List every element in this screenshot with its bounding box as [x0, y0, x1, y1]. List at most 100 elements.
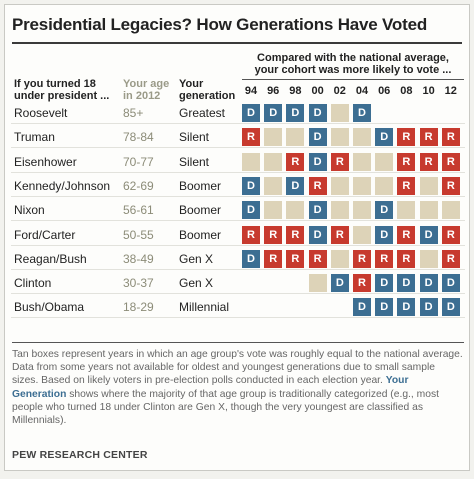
footnote-text-after: shows where the majority of that age gro…: [12, 388, 439, 427]
president-column-header: If you turned 18 under president ...: [14, 78, 109, 102]
vote-cell-96: [264, 128, 283, 147]
table-row: Eisenhower 70-77 Silent R D R R R R: [5, 151, 471, 173]
row-divider: [11, 147, 465, 149]
president-name: Roosevelt: [14, 106, 68, 120]
row-divider: [11, 171, 465, 173]
chart-frame: Presidential Legacies? How Generations H…: [4, 4, 470, 471]
president-name: Bush/Obama: [14, 300, 85, 315]
vote-cell-94: D: [242, 249, 260, 268]
age-range: 70-77: [123, 154, 154, 169]
vote-cell-94: R: [242, 128, 260, 147]
vote-cell-10: D: [419, 225, 438, 244]
age-range: 38-49: [123, 251, 154, 266]
row-divider: [11, 317, 465, 319]
table-row: Nixon 56-61 Boomer D D D: [5, 199, 471, 222]
generation-name: Silent: [179, 154, 210, 169]
vote-cell-94: D: [242, 104, 260, 122]
vote-cell-96: [264, 201, 283, 220]
vote-cell-02: [330, 249, 349, 268]
year-label-96: 96: [267, 85, 280, 97]
vote-cell-02: R: [330, 225, 349, 244]
year-label-98: 98: [289, 85, 302, 97]
vote-cell-10: [419, 201, 438, 220]
age-range: 85+: [123, 106, 144, 120]
year-label-04: 04: [355, 85, 369, 97]
footnote-text-before: Tan boxes represent years in which an ag…: [12, 349, 463, 387]
year-label-94: 94: [244, 85, 258, 97]
generation-name: Gen X: [179, 251, 214, 266]
vote-cell-08: R: [397, 249, 416, 268]
vote-cell-96: R: [264, 225, 283, 244]
vote-cell-00: D: [308, 201, 327, 220]
vote-cell-08: [397, 201, 416, 220]
vote-cell-98: D: [286, 104, 305, 122]
vote-cell-06: [375, 152, 394, 171]
vote-cell-04: [353, 201, 371, 220]
vote-cell-06: [375, 176, 394, 195]
vote-cell-04: R: [353, 249, 371, 268]
president-name: Truman: [14, 130, 55, 145]
generation-header-line2: generation: [179, 90, 236, 102]
president-name: Clinton: [14, 276, 52, 291]
row-divider: [11, 244, 465, 246]
age-range: 50-55: [123, 227, 154, 242]
vote-cell-12: D: [441, 274, 460, 293]
row-divider: [11, 268, 465, 270]
vote-cell-08: R: [397, 176, 416, 195]
year-label-12: 12: [444, 85, 457, 97]
compared-line1: Compared with the national average,: [257, 52, 449, 64]
age-range: 56-61: [123, 203, 154, 218]
generation-name: Boomer: [179, 178, 222, 193]
vote-cell-98: R: [286, 249, 305, 268]
compared-rule: [242, 79, 464, 80]
vote-cell-04: R: [353, 274, 371, 293]
vote-cell-06: D: [375, 201, 394, 220]
vote-cell-00: [308, 274, 327, 293]
vote-cell-00: R: [308, 249, 327, 268]
table-row: Roosevelt 85+ Greatest D D D D D: [5, 102, 471, 124]
vote-cell-12: R: [441, 152, 460, 171]
age-range: 30-37: [123, 276, 154, 291]
vote-cell-10: D: [419, 274, 438, 293]
vote-cell-10: [419, 176, 438, 195]
vote-cell-04: [353, 152, 371, 171]
vote-cell-06: D: [375, 274, 394, 293]
vote-cell-02: [330, 104, 349, 122]
age-range: 18-29: [123, 300, 154, 315]
vote-cell-98: [286, 201, 305, 220]
vote-cell-04: [353, 225, 371, 244]
vote-cell-04: D: [353, 298, 371, 317]
age-header-line1: Your age: [123, 78, 170, 90]
vote-cell-94: [242, 152, 260, 171]
vote-cell-98: [286, 128, 305, 147]
president-header-line1: If you turned 18: [14, 78, 96, 90]
vote-cell-00: D: [308, 225, 327, 244]
generation-name: Greatest: [179, 106, 226, 120]
vote-cell-06: D: [375, 128, 394, 147]
president-name: Kennedy/Johnson: [14, 178, 111, 193]
vote-cell-12: R: [441, 176, 460, 195]
title-rule: [12, 42, 462, 44]
vote-cell-02: D: [330, 274, 349, 293]
age-range: 78-84: [123, 130, 154, 145]
age-range: 62-69: [123, 178, 154, 193]
vote-cell-98: R: [286, 152, 305, 171]
compared-header: Compared with the national average, your…: [242, 52, 464, 76]
footnote-generation-term: Your Generation: [12, 375, 409, 400]
vote-cell-08: R: [397, 128, 416, 147]
vote-cell-10: R: [419, 152, 438, 171]
age-column-header: Your age in 2012: [123, 78, 169, 102]
row-divider: [11, 123, 465, 124]
president-name: Nixon: [14, 203, 45, 218]
year-label-02: 02: [333, 85, 346, 97]
vote-cell-10: D: [419, 298, 438, 317]
footnote-rule: [12, 342, 464, 343]
vote-cell-04: [353, 176, 371, 195]
generation-column-header: Your generation: [179, 78, 235, 102]
table-row: Bush/Obama 18-29 Millennial D D D D D: [5, 296, 471, 319]
